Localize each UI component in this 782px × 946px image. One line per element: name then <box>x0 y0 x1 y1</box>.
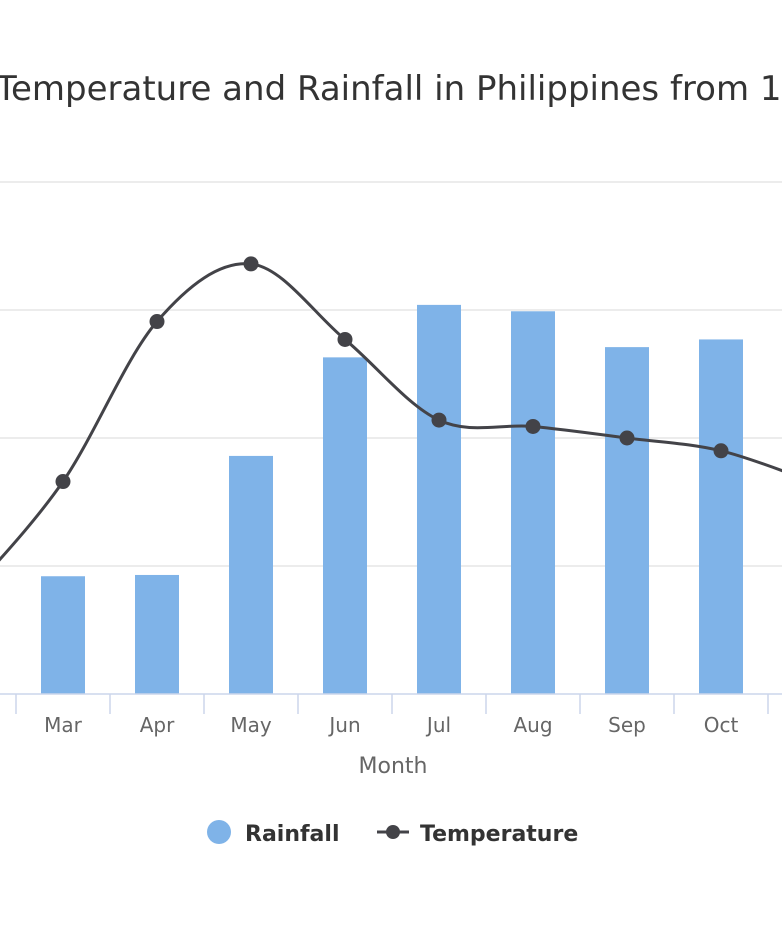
legend-rainfall-label: Rainfall <box>245 822 340 847</box>
x-tick-label-oct: Oct <box>704 713 739 737</box>
temperature-point-apr[interactable] <box>149 314 165 330</box>
legend-item-temperature[interactable]: Temperature <box>377 822 578 847</box>
x-tick-label-aug: Aug <box>513 713 552 737</box>
temperature-point-jul[interactable] <box>431 412 447 428</box>
temperature-series <box>0 256 782 562</box>
x-tick-label-apr: Apr <box>140 713 175 737</box>
temperature-line <box>0 262 782 562</box>
gridlines <box>0 181 782 567</box>
temperature-point-aug[interactable] <box>525 418 541 434</box>
rainfall-bar-mar[interactable] <box>41 576 85 694</box>
temperature-point-sep[interactable] <box>619 430 635 446</box>
rainfall-bar-oct[interactable] <box>699 339 743 694</box>
rainfall-bar-jun[interactable] <box>323 357 367 694</box>
x-tick-label-may: May <box>230 713 272 737</box>
x-axis: Mar Apr May Jun Jul Aug Sep Oct <box>0 693 782 737</box>
rainfall-bar-sep[interactable] <box>605 347 649 694</box>
temperature-point-oct[interactable] <box>713 443 729 459</box>
legend-temperature-marker <box>386 825 400 839</box>
temperature-point-mar[interactable] <box>55 474 71 490</box>
legend-item-rainfall[interactable]: Rainfall <box>207 820 340 847</box>
temperature-point-jun[interactable] <box>337 331 353 347</box>
legend: Rainfall Temperature <box>207 820 578 847</box>
temperature-point-may[interactable] <box>243 256 259 272</box>
rainfall-bar-may[interactable] <box>229 455 273 694</box>
rainfall-bar-jul[interactable] <box>417 304 461 694</box>
legend-rainfall-marker <box>207 820 231 844</box>
x-tick-label-jun: Jun <box>327 713 360 737</box>
x-tick-label-sep: Sep <box>608 713 646 737</box>
x-tick-label-mar: Mar <box>44 713 83 737</box>
x-tick-label-jul: Jul <box>425 713 451 737</box>
rainfall-bars <box>41 304 743 694</box>
legend-temperature-label: Temperature <box>420 822 578 847</box>
chart-title: Temperature and Rainfall in Philippines … <box>0 69 782 109</box>
x-axis-title: Month <box>359 754 428 779</box>
rainfall-bar-aug[interactable] <box>511 311 555 694</box>
rainfall-bar-apr[interactable] <box>135 574 179 694</box>
